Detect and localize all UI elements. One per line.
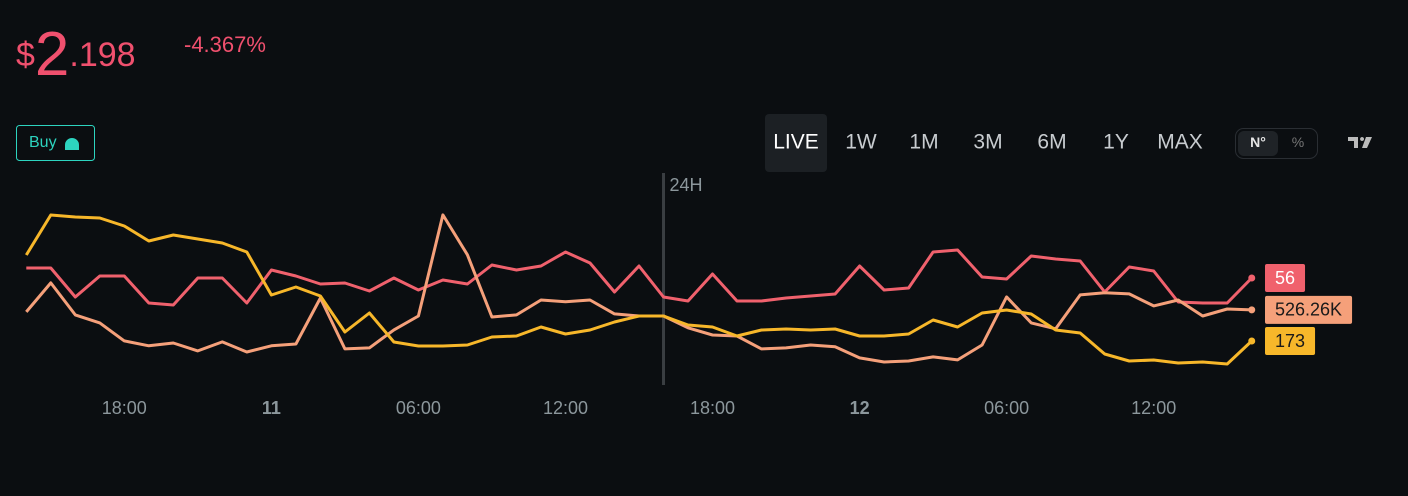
marker-label: 24H [670, 175, 703, 195]
toggle-label: N° [1250, 134, 1266, 150]
x-tick-label: 18:00 [690, 398, 735, 418]
range-label: 6M [1037, 131, 1066, 154]
mode-toggle-options: N°% [1238, 131, 1304, 156]
series-line [26, 248, 1253, 307]
x-tick-label: 11 [262, 398, 281, 418]
price-whole: 2 [35, 20, 69, 89]
series-line [25, 213, 1253, 366]
toggle-label: % [1292, 134, 1304, 150]
range-button[interactable]: MAX [1157, 131, 1203, 154]
mode-toggle [1235, 128, 1318, 159]
end-label-text: 173 [1275, 331, 1305, 351]
end-label-bg [1265, 295, 1353, 324]
range-buttons: LIVE 1W 1M 3M 6M 1Y MAX [765, 114, 1203, 172]
end-dot [1248, 274, 1256, 282]
logo-shape [1348, 137, 1372, 148]
range-button[interactable]: 3M [973, 131, 1002, 154]
end-dot [1248, 337, 1256, 345]
end-label-bg [1265, 327, 1316, 355]
range-label: LIVE [773, 131, 819, 154]
chart: 18:00 11 06:00 12:00 18:00 12 06:00 12:00 24H 56 5… [25, 173, 1353, 418]
toggle-option[interactable]: N° [1238, 131, 1278, 156]
range-label: MAX [1157, 131, 1203, 154]
x-tick-label: 18:00 [102, 398, 147, 418]
range-label: 3M [973, 131, 1002, 154]
range-label: 1M [909, 131, 938, 154]
toggle-active-bg [1238, 131, 1278, 156]
buy-button[interactable]: Buy [16, 125, 95, 161]
range-button[interactable]: 6M [1037, 131, 1066, 154]
x-tick-label: 12:00 [1131, 398, 1176, 418]
end-dot [1248, 306, 1256, 314]
range-active-bg [765, 114, 827, 172]
range-label: 1W [845, 131, 877, 154]
range-button[interactable]: 1M [909, 131, 938, 154]
end-label: 526.26K [1265, 295, 1353, 324]
price-fraction: .198 [69, 36, 135, 74]
x-tick-label: 06:00 [984, 398, 1029, 418]
x-tick-label: 12:00 [543, 398, 588, 418]
range-button[interactable]: 1W [845, 131, 877, 154]
range-label: 1Y [1103, 131, 1129, 154]
toggle-option[interactable]: % [1292, 134, 1304, 150]
price-symbol: $ [16, 36, 35, 74]
end-label-text: 526.26K [1275, 300, 1342, 320]
range-button[interactable]: 1Y [1103, 131, 1129, 154]
end-label-bg [1265, 264, 1306, 292]
price-change: -4.367% [184, 32, 266, 57]
buy-icon [65, 138, 79, 150]
end-label: 173 [1265, 327, 1316, 355]
tradingview-logo[interactable] [1348, 137, 1372, 148]
x-tick-label: 12 [850, 398, 870, 418]
end-label-text: 56 [1275, 268, 1295, 288]
buy-border [16, 125, 95, 161]
price: $2.198 [16, 20, 136, 89]
buy-label: Buy [29, 134, 57, 151]
end-label: 56 [1265, 264, 1306, 292]
x-tick-label: 06:00 [396, 398, 441, 418]
range-button[interactable]: LIVE [765, 114, 827, 172]
